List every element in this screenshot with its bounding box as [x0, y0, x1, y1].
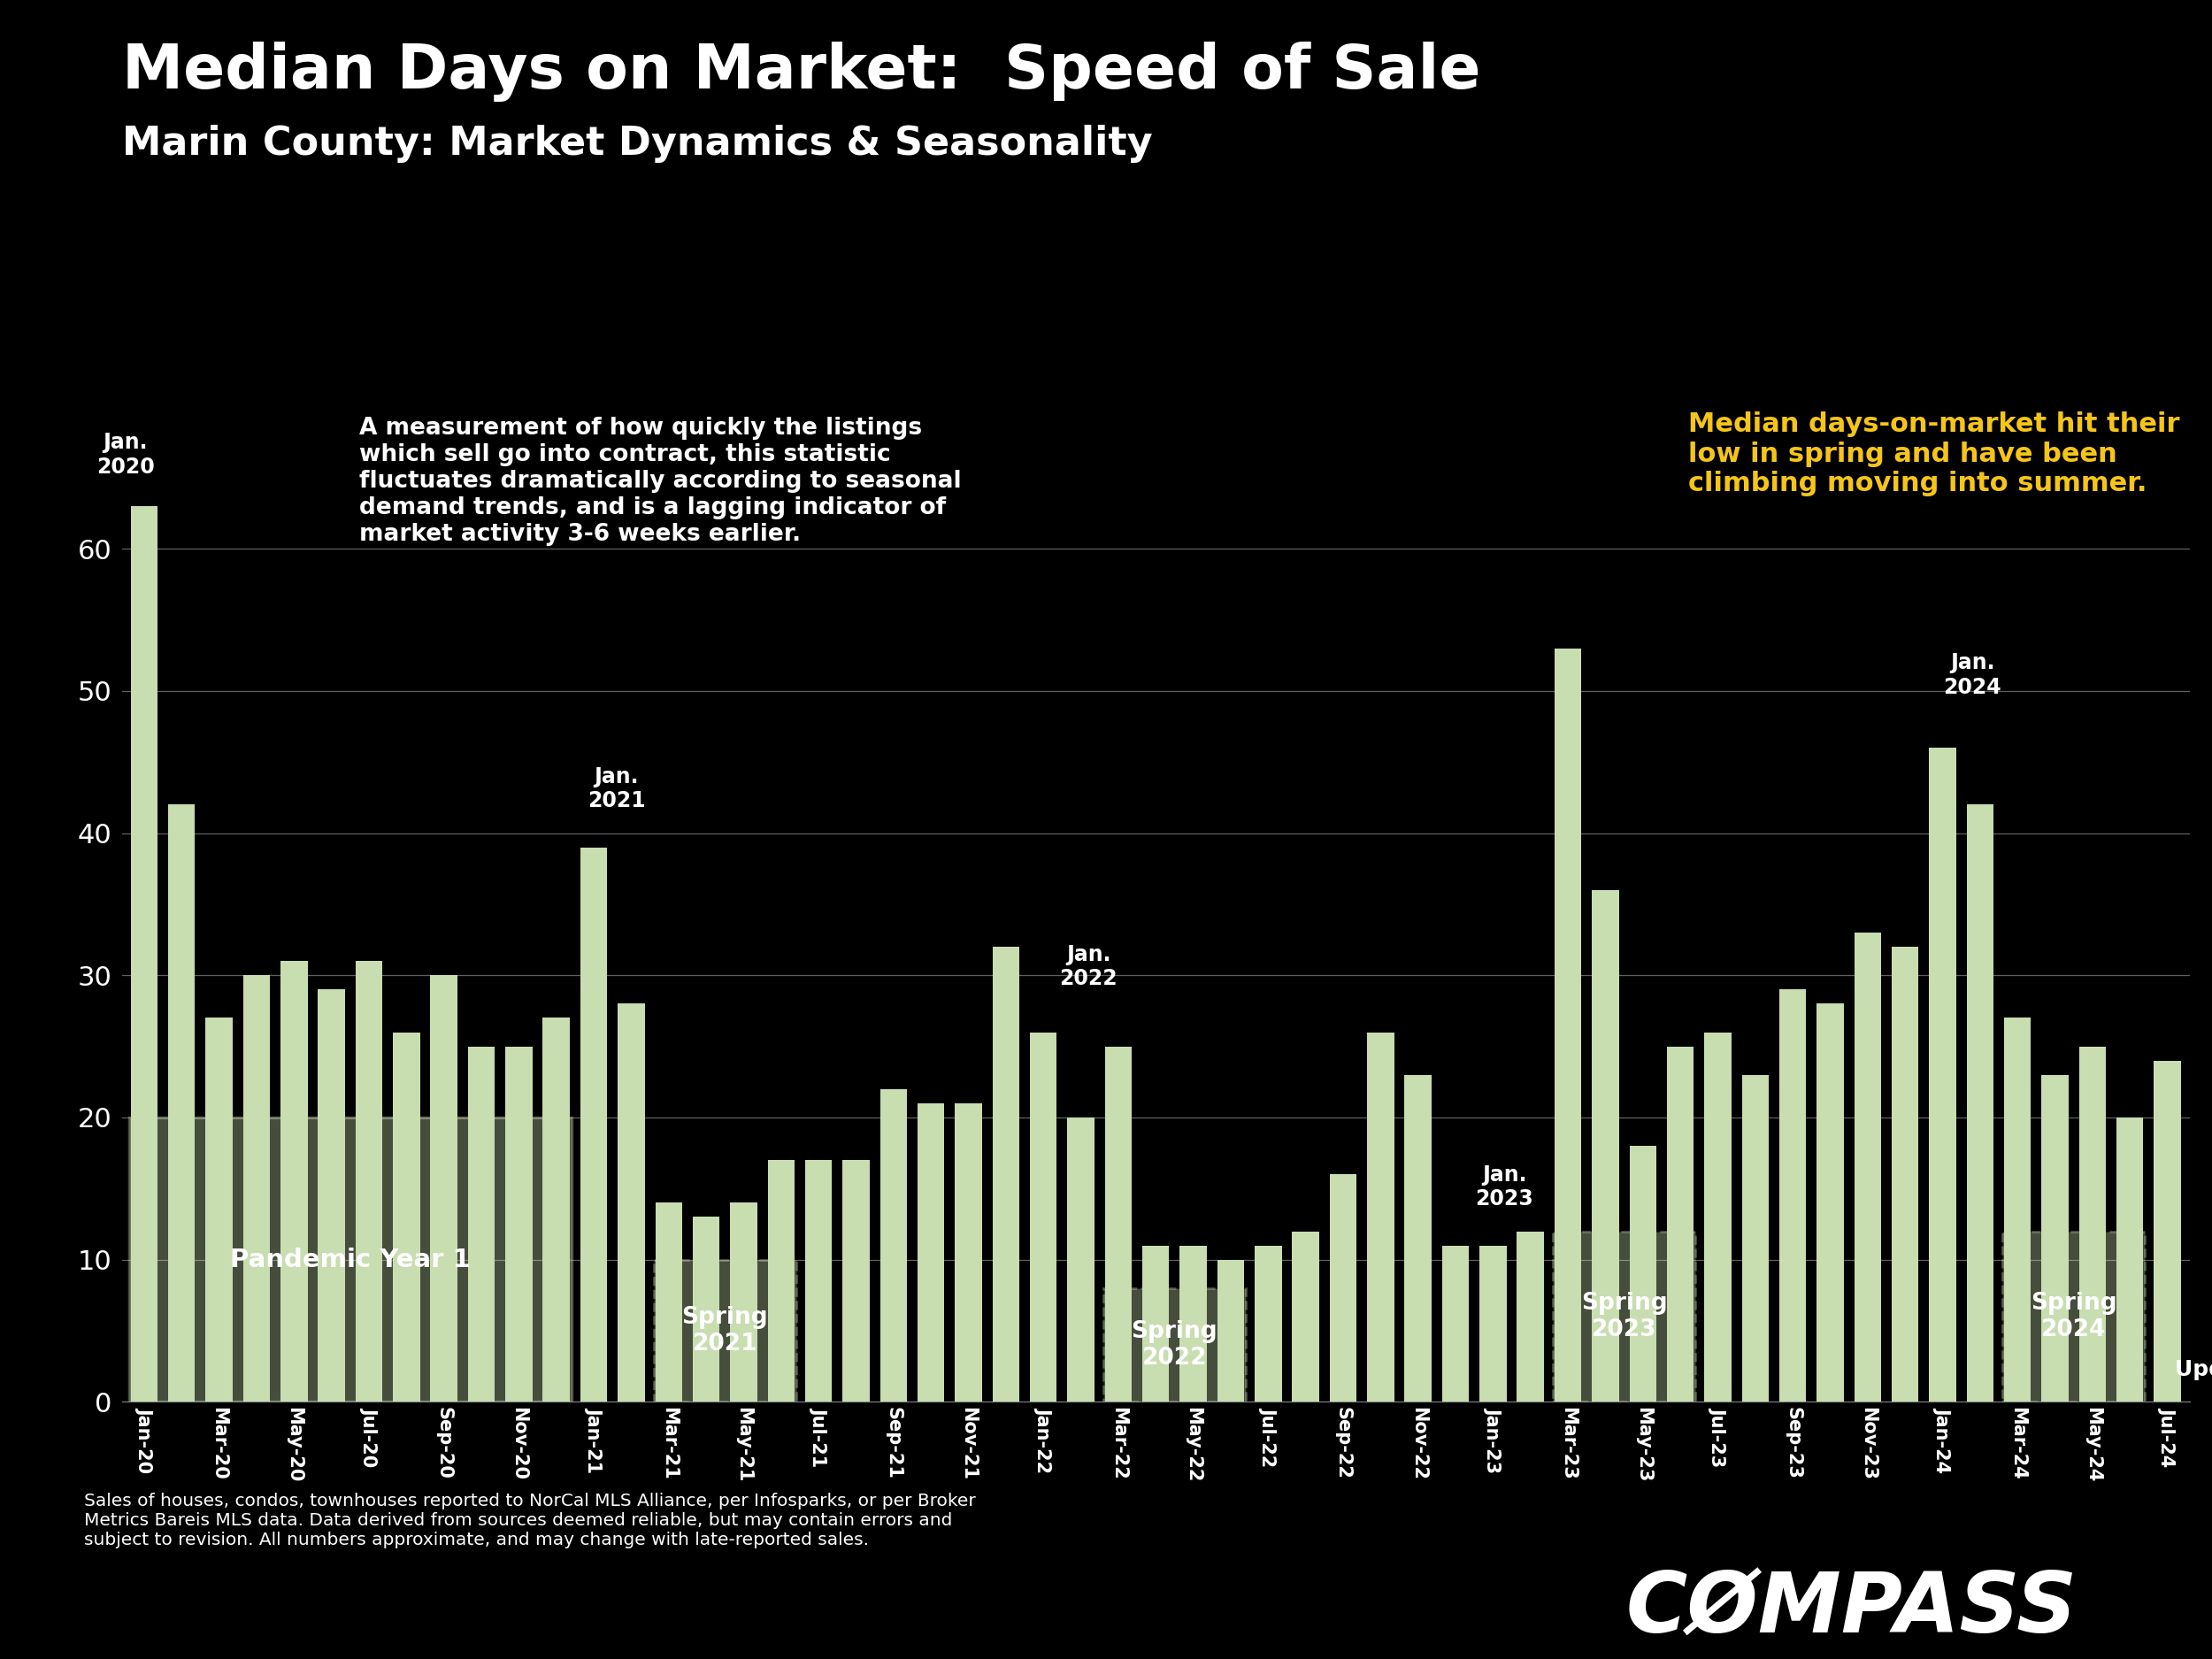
- Bar: [1517, 1231, 1544, 1402]
- Bar: [1329, 1175, 1356, 1402]
- Bar: [504, 1047, 533, 1402]
- Text: Jan.
2024: Jan. 2024: [1944, 652, 2002, 698]
- Bar: [2154, 1060, 2181, 1402]
- Bar: [1179, 1246, 1208, 1402]
- Text: Updated through July 2024: Updated through July 2024: [2174, 1359, 2212, 1380]
- Text: Jan.
2020: Jan. 2020: [97, 431, 155, 478]
- Bar: [1593, 889, 1619, 1402]
- Text: Jan.
2023: Jan. 2023: [1475, 1165, 1533, 1209]
- Bar: [1555, 649, 1582, 1402]
- Bar: [730, 1203, 757, 1402]
- Bar: [281, 961, 307, 1402]
- Bar: [956, 1103, 982, 1402]
- Bar: [655, 1203, 681, 1402]
- Bar: [1292, 1231, 1318, 1402]
- Bar: [1104, 1047, 1133, 1402]
- Bar: [1141, 1246, 1170, 1402]
- Bar: [580, 848, 608, 1402]
- Bar: [206, 1019, 232, 1402]
- Bar: [805, 1160, 832, 1402]
- Bar: [1929, 748, 1955, 1402]
- Bar: [319, 989, 345, 1402]
- Text: Spring
2023: Spring 2023: [1582, 1292, 1668, 1342]
- Bar: [655, 1259, 796, 1402]
- Bar: [1405, 1075, 1431, 1402]
- Bar: [2002, 1231, 2146, 1402]
- Text: Spring
2024: Spring 2024: [2031, 1292, 2117, 1342]
- Bar: [1068, 1118, 1095, 1402]
- Bar: [1254, 1246, 1281, 1402]
- Bar: [128, 1118, 571, 1402]
- Bar: [1553, 1231, 1694, 1402]
- Text: Spring
2021: Spring 2021: [681, 1306, 768, 1355]
- Bar: [1104, 1287, 1245, 1402]
- Bar: [1442, 1246, 1469, 1402]
- Bar: [768, 1160, 794, 1402]
- Text: Median days-on-market hit their
low in spring and have been
climbing moving into: Median days-on-market hit their low in s…: [1688, 411, 2179, 496]
- Text: Median Days on Market:  Speed of Sale: Median Days on Market: Speed of Sale: [122, 41, 1480, 101]
- Bar: [1778, 989, 1807, 1402]
- Bar: [131, 506, 157, 1402]
- Bar: [356, 961, 383, 1402]
- Bar: [1741, 1075, 1770, 1402]
- Bar: [1816, 1004, 1843, 1402]
- Bar: [243, 975, 270, 1402]
- Bar: [542, 1019, 571, 1402]
- Bar: [1367, 1032, 1394, 1402]
- Bar: [394, 1032, 420, 1402]
- Bar: [168, 805, 195, 1402]
- Text: Spring
2022: Spring 2022: [1130, 1321, 1217, 1370]
- Bar: [617, 1004, 644, 1402]
- Bar: [1668, 1047, 1694, 1402]
- Bar: [1217, 1259, 1243, 1402]
- Text: Sales of houses, condos, townhouses reported to NorCal MLS Alliance, per Infospa: Sales of houses, condos, townhouses repo…: [84, 1493, 975, 1550]
- Bar: [1891, 947, 1918, 1402]
- Bar: [2079, 1047, 2106, 1402]
- Bar: [2042, 1075, 2068, 1402]
- Bar: [918, 1103, 945, 1402]
- Bar: [1703, 1032, 1732, 1402]
- Bar: [1031, 1032, 1057, 1402]
- Bar: [993, 947, 1020, 1402]
- Bar: [1480, 1246, 1506, 1402]
- Bar: [1854, 932, 1880, 1402]
- Bar: [1966, 805, 1993, 1402]
- Bar: [692, 1218, 719, 1402]
- Text: A measurement of how quickly the listings
which sell go into contract, this stat: A measurement of how quickly the listing…: [361, 416, 962, 546]
- Bar: [2117, 1118, 2143, 1402]
- Text: Marin County: Market Dynamics & Seasonality: Marin County: Market Dynamics & Seasonal…: [122, 124, 1152, 163]
- Bar: [880, 1088, 907, 1402]
- Text: Jan.
2022: Jan. 2022: [1060, 944, 1117, 989]
- Bar: [1630, 1146, 1657, 1402]
- Text: Pandemic Year 1: Pandemic Year 1: [230, 1248, 471, 1272]
- Text: Jan.
2021: Jan. 2021: [586, 766, 646, 811]
- Bar: [431, 975, 458, 1402]
- Bar: [2004, 1019, 2031, 1402]
- Bar: [469, 1047, 495, 1402]
- Bar: [843, 1160, 869, 1402]
- Text: CØMPASS: CØMPASS: [1626, 1569, 2077, 1651]
